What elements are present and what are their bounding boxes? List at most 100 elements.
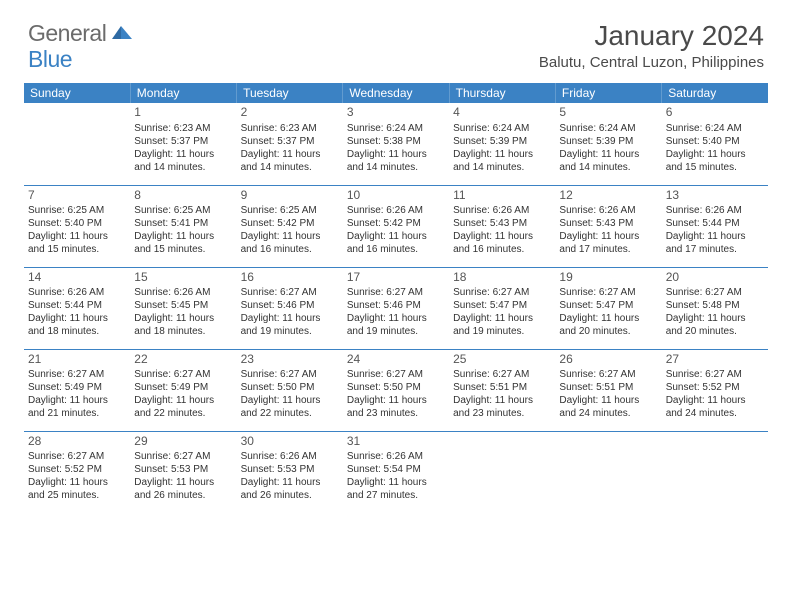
calendar-week-row: 1Sunrise: 6:23 AMSunset: 5:37 PMDaylight…: [24, 103, 768, 185]
calendar-cell: 20Sunrise: 6:27 AMSunset: 5:48 PMDayligh…: [662, 267, 768, 349]
calendar-cell: 18Sunrise: 6:27 AMSunset: 5:47 PMDayligh…: [449, 267, 555, 349]
sunset-line: Sunset: 5:53 PM: [241, 463, 339, 476]
calendar-cell: [662, 431, 768, 513]
daylight-line: Daylight: 11 hours and 21 minutes.: [28, 394, 126, 420]
day-number: 7: [28, 188, 126, 204]
sunrise-line: Sunrise: 6:25 AM: [28, 204, 126, 217]
daylight-line: Daylight: 11 hours and 19 minutes.: [453, 312, 551, 338]
day-number: 27: [666, 352, 764, 368]
calendar-cell: 21Sunrise: 6:27 AMSunset: 5:49 PMDayligh…: [24, 349, 130, 431]
sunset-line: Sunset: 5:39 PM: [453, 135, 551, 148]
calendar-cell: 27Sunrise: 6:27 AMSunset: 5:52 PMDayligh…: [662, 349, 768, 431]
day-number: 5: [559, 105, 657, 121]
day-number: 10: [347, 188, 445, 204]
day-number: 13: [666, 188, 764, 204]
sunset-line: Sunset: 5:44 PM: [28, 299, 126, 312]
sunset-line: Sunset: 5:50 PM: [347, 381, 445, 394]
calendar-cell: 26Sunrise: 6:27 AMSunset: 5:51 PMDayligh…: [555, 349, 661, 431]
brand-mark-icon: [112, 22, 134, 45]
calendar-cell: [555, 431, 661, 513]
sunset-line: Sunset: 5:46 PM: [241, 299, 339, 312]
calendar-week-row: 7Sunrise: 6:25 AMSunset: 5:40 PMDaylight…: [24, 185, 768, 267]
title-block: January 2024 Balutu, Central Luzon, Phil…: [539, 20, 764, 71]
sunrise-line: Sunrise: 6:25 AM: [241, 204, 339, 217]
day-number: 16: [241, 270, 339, 286]
sunset-line: Sunset: 5:46 PM: [347, 299, 445, 312]
calendar-cell: 10Sunrise: 6:26 AMSunset: 5:42 PMDayligh…: [343, 185, 449, 267]
daylight-line: Daylight: 11 hours and 14 minutes.: [453, 148, 551, 174]
daylight-line: Daylight: 11 hours and 19 minutes.: [241, 312, 339, 338]
sunrise-line: Sunrise: 6:26 AM: [241, 450, 339, 463]
sunrise-line: Sunrise: 6:27 AM: [453, 286, 551, 299]
sunset-line: Sunset: 5:39 PM: [559, 135, 657, 148]
sunrise-line: Sunrise: 6:27 AM: [134, 368, 232, 381]
daylight-line: Daylight: 11 hours and 16 minutes.: [241, 230, 339, 256]
day-number: 9: [241, 188, 339, 204]
day-number: 17: [347, 270, 445, 286]
day-number: 1: [134, 105, 232, 121]
daylight-line: Daylight: 11 hours and 20 minutes.: [559, 312, 657, 338]
daylight-line: Daylight: 11 hours and 23 minutes.: [347, 394, 445, 420]
calendar-cell: 3Sunrise: 6:24 AMSunset: 5:38 PMDaylight…: [343, 103, 449, 185]
sunset-line: Sunset: 5:50 PM: [241, 381, 339, 394]
calendar-week-row: 21Sunrise: 6:27 AMSunset: 5:49 PMDayligh…: [24, 349, 768, 431]
daylight-line: Daylight: 11 hours and 15 minutes.: [666, 148, 764, 174]
sunset-line: Sunset: 5:43 PM: [453, 217, 551, 230]
day-number: 25: [453, 352, 551, 368]
sunrise-line: Sunrise: 6:27 AM: [241, 286, 339, 299]
day-number: 30: [241, 434, 339, 450]
sunrise-line: Sunrise: 6:27 AM: [347, 368, 445, 381]
sunset-line: Sunset: 5:47 PM: [559, 299, 657, 312]
calendar-cell: 29Sunrise: 6:27 AMSunset: 5:53 PMDayligh…: [130, 431, 236, 513]
daylight-line: Daylight: 11 hours and 17 minutes.: [559, 230, 657, 256]
month-title: January 2024: [539, 20, 764, 52]
sunset-line: Sunset: 5:40 PM: [666, 135, 764, 148]
calendar-cell: 6Sunrise: 6:24 AMSunset: 5:40 PMDaylight…: [662, 103, 768, 185]
calendar-cell: 15Sunrise: 6:26 AMSunset: 5:45 PMDayligh…: [130, 267, 236, 349]
day-number: 12: [559, 188, 657, 204]
calendar-week-row: 14Sunrise: 6:26 AMSunset: 5:44 PM Dayligh…: [24, 267, 768, 349]
daylight-line: Daylight: 11 hours and 15 minutes.: [28, 230, 126, 256]
sunset-line: Sunset: 5:38 PM: [347, 135, 445, 148]
weekday-header: Monday: [130, 83, 236, 103]
calendar-cell: 17Sunrise: 6:27 AMSunset: 5:46 PMDayligh…: [343, 267, 449, 349]
weekday-header: Sunday: [24, 83, 130, 103]
calendar-cell: 13Sunrise: 6:26 AMSunset: 5:44 PMDayligh…: [662, 185, 768, 267]
sunrise-line: Sunrise: 6:24 AM: [347, 122, 445, 135]
sunset-line: Sunset: 5:54 PM: [347, 463, 445, 476]
brand-logo: General: [28, 20, 136, 47]
sunset-line: Sunset: 5:45 PM: [134, 299, 232, 312]
sunrise-line: Sunrise: 6:27 AM: [241, 368, 339, 381]
weekday-header: Saturday: [662, 83, 768, 103]
sunset-line: Sunset: 5:43 PM: [559, 217, 657, 230]
sunset-line: Sunset: 5:48 PM: [666, 299, 764, 312]
sunrise-line: Sunrise: 6:27 AM: [134, 450, 232, 463]
page-header: General January 2024 Balutu, Central Luz…: [0, 0, 792, 77]
calendar-cell: 22Sunrise: 6:27 AMSunset: 5:49 PMDayligh…: [130, 349, 236, 431]
sunrise-line: Sunrise: 6:24 AM: [559, 122, 657, 135]
calendar-cell: 9Sunrise: 6:25 AMSunset: 5:42 PMDaylight…: [237, 185, 343, 267]
sunrise-line: Sunrise: 6:26 AM: [347, 204, 445, 217]
daylight-line: Daylight: 11 hours and 24 minutes.: [559, 394, 657, 420]
sunset-line: Sunset: 5:49 PM: [28, 381, 126, 394]
calendar-cell: 2Sunrise: 6:23 AMSunset: 5:37 PMDaylight…: [237, 103, 343, 185]
daylight-line: Daylight: 11 hours and 17 minutes.: [666, 230, 764, 256]
sunset-line: Sunset: 5:37 PM: [241, 135, 339, 148]
day-number: 14: [28, 270, 126, 286]
sunrise-line: Sunrise: 6:26 AM: [666, 204, 764, 217]
calendar-cell: 16Sunrise: 6:27 AMSunset: 5:46 PMDayligh…: [237, 267, 343, 349]
day-number: 24: [347, 352, 445, 368]
sunset-line: Sunset: 5:44 PM: [666, 217, 764, 230]
calendar-body: 1Sunrise: 6:23 AMSunset: 5:37 PMDaylight…: [24, 103, 768, 513]
daylight-line: Daylight: 11 hours and 25 minutes.: [28, 476, 126, 502]
calendar-cell: 4Sunrise: 6:24 AMSunset: 5:39 PMDaylight…: [449, 103, 555, 185]
calendar-cell: 25Sunrise: 6:27 AMSunset: 5:51 PMDayligh…: [449, 349, 555, 431]
day-number: 20: [666, 270, 764, 286]
sunrise-line: Sunrise: 6:27 AM: [559, 368, 657, 381]
daylight-line: Daylight: 11 hours and 22 minutes.: [241, 394, 339, 420]
daylight-line: Daylight: 11 hours and 14 minutes.: [559, 148, 657, 174]
daylight-line: Daylight: 11 hours and 16 minutes.: [347, 230, 445, 256]
sunrise-line: Sunrise: 6:25 AM: [134, 204, 232, 217]
daylight-line: Daylight: 11 hours and 26 minutes.: [134, 476, 232, 502]
sunrise-line: Sunrise: 6:26 AM: [28, 286, 126, 299]
